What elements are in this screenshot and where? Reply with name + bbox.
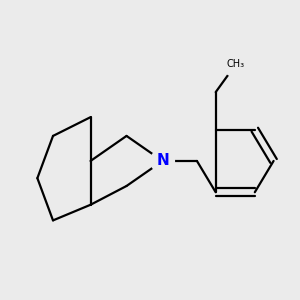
- Text: CH₃: CH₃: [227, 59, 245, 69]
- Text: N: N: [156, 154, 169, 169]
- Circle shape: [223, 51, 249, 77]
- Circle shape: [151, 149, 174, 173]
